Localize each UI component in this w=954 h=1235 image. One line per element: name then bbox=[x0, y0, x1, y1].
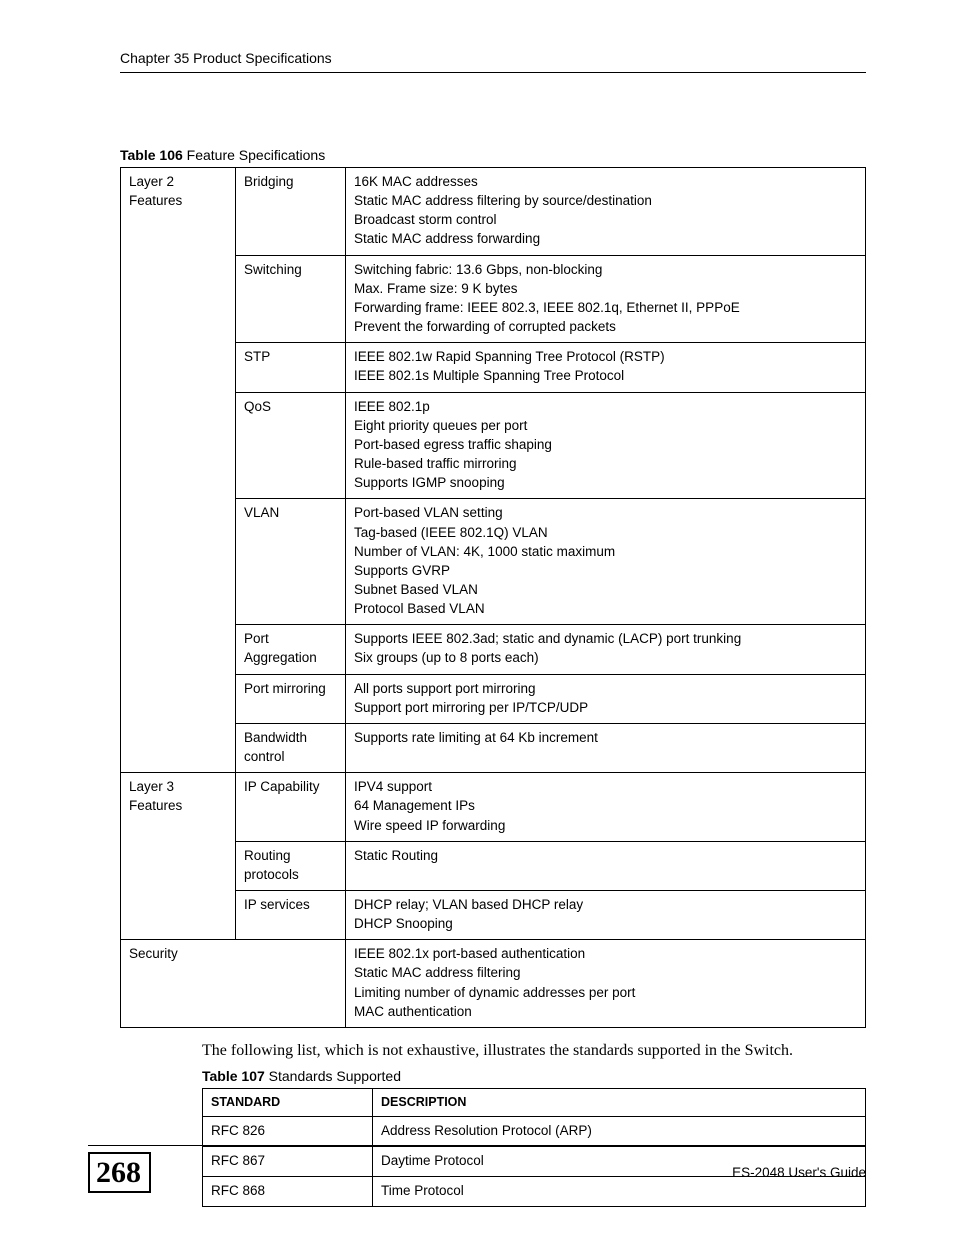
details-cell: Supports rate limiting at 64 Kb incremen… bbox=[346, 723, 866, 772]
category-cell: Security bbox=[121, 940, 346, 1028]
feature-cell: Switching bbox=[236, 255, 346, 343]
table-row: Layer 3 FeaturesIP CapabilityIPV4 suppor… bbox=[121, 773, 866, 841]
table-row: Layer 2 FeaturesBridging16K MAC addresse… bbox=[121, 168, 866, 256]
details-cell: All ports support port mirroringSupport … bbox=[346, 674, 866, 723]
description-cell: Address Resolution Protocol (ARP) bbox=[373, 1117, 866, 1147]
header-description: DESCRIPTION bbox=[373, 1088, 866, 1117]
details-cell: Static Routing bbox=[346, 841, 866, 890]
feature-cell: Routing protocols bbox=[236, 841, 346, 890]
feature-specifications-table: Layer 2 FeaturesBridging16K MAC addresse… bbox=[120, 167, 866, 1028]
table-row: SecurityIEEE 802.1x port-based authentic… bbox=[121, 940, 866, 1028]
details-cell: IEEE 802.1x port-based authenticationSta… bbox=[346, 940, 866, 1028]
feature-cell: Bandwidth control bbox=[236, 723, 346, 772]
page-number: 268 bbox=[88, 1152, 151, 1193]
details-cell: IEEE 802.1pEight priority queues per por… bbox=[346, 392, 866, 499]
details-cell: Supports IEEE 802.3ad; static and dynami… bbox=[346, 625, 866, 674]
standards-intro-paragraph: The following list, which is not exhaust… bbox=[202, 1042, 866, 1060]
feature-cell: STP bbox=[236, 343, 346, 392]
details-cell: Switching fabric: 13.6 Gbps, non-blockin… bbox=[346, 255, 866, 343]
guide-title: ES-2048 User's Guide bbox=[732, 1165, 866, 1180]
details-cell: DHCP relay; VLAN based DHCP relayDHCP Sn… bbox=[346, 891, 866, 940]
feature-cell: Port Aggregation bbox=[236, 625, 346, 674]
caption-number: Table 106 bbox=[120, 147, 183, 163]
feature-cell: IP services bbox=[236, 891, 346, 940]
feature-cell: Port mirroring bbox=[236, 674, 346, 723]
table-row: RFC 826Address Resolution Protocol (ARP) bbox=[203, 1117, 866, 1147]
category-cell: Layer 2 Features bbox=[121, 168, 236, 773]
table-106-caption: Table 106 Feature Specifications bbox=[120, 147, 866, 163]
feature-cell: IP Capability bbox=[236, 773, 346, 841]
chapter-title: Chapter 35 Product Specifications bbox=[120, 50, 332, 66]
details-cell: IEEE 802.1w Rapid Spanning Tree Protocol… bbox=[346, 343, 866, 392]
details-cell: 16K MAC addressesStatic MAC address filt… bbox=[346, 168, 866, 256]
feature-cell: QoS bbox=[236, 392, 346, 499]
caption-text: Standards Supported bbox=[265, 1068, 401, 1084]
details-cell: IPV4 support64 Management IPsWire speed … bbox=[346, 773, 866, 841]
caption-text: Feature Specifications bbox=[183, 147, 325, 163]
feature-cell: VLAN bbox=[236, 499, 346, 625]
caption-number: Table 107 bbox=[202, 1068, 265, 1084]
page-footer: 268 ES-2048 User's Guide bbox=[88, 1145, 866, 1193]
table-header-row: STANDARD DESCRIPTION bbox=[203, 1088, 866, 1117]
standard-cell: RFC 826 bbox=[203, 1117, 373, 1147]
header-standard: STANDARD bbox=[203, 1088, 373, 1117]
details-cell: Port-based VLAN settingTag-based (IEEE 8… bbox=[346, 499, 866, 625]
table-body: Layer 2 FeaturesBridging16K MAC addresse… bbox=[121, 168, 866, 1028]
feature-cell: Bridging bbox=[236, 168, 346, 256]
page-header: Chapter 35 Product Specifications bbox=[120, 50, 866, 73]
category-cell: Layer 3 Features bbox=[121, 773, 236, 940]
table-107-caption: Table 107 Standards Supported bbox=[202, 1068, 866, 1084]
